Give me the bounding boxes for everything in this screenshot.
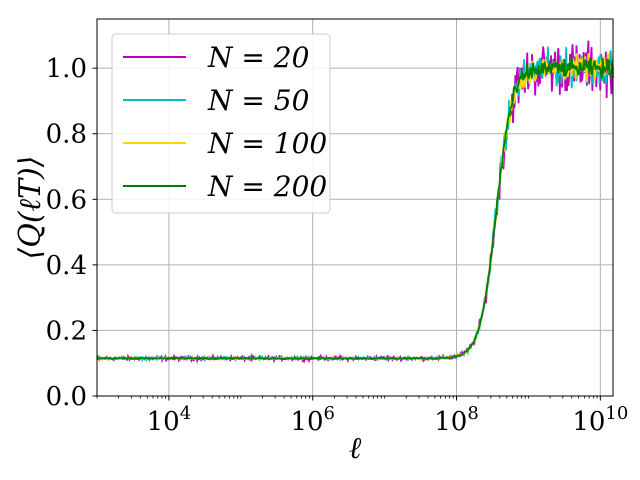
y-tick-label: 1.0 — [46, 54, 87, 84]
y-axis-label: ⟨Q(ℓT)⟩ — [13, 156, 48, 260]
ticks: 104 106 108 1010 0.0 0.2 0.4 0.6 0.8 1.0 — [46, 54, 629, 437]
x-tick-label: 106 — [290, 403, 335, 437]
x-tick-label: 104 — [147, 403, 192, 437]
x-tick-label: 1010 — [572, 403, 628, 437]
legend-label: N = 200 — [207, 170, 327, 203]
legend-box — [111, 33, 331, 214]
y-tick-label: 0.0 — [46, 382, 87, 412]
series-line — [96, 56, 614, 361]
x-tick-label: 108 — [434, 403, 479, 437]
legend: N = 20 N = 50 N = 100 N = 200 — [111, 33, 331, 214]
legend-label: N = 20 — [207, 41, 309, 74]
x-axis-label: ℓ — [349, 431, 362, 466]
legend-label: N = 50 — [207, 84, 309, 117]
legend-label: N = 100 — [207, 127, 327, 160]
y-tick-label: 0.6 — [46, 185, 87, 215]
y-tick-label: 0.4 — [46, 251, 87, 281]
plot-frame — [96, 18, 614, 397]
y-tick-label: 0.2 — [46, 316, 87, 346]
y-tick-label: 0.8 — [46, 120, 87, 150]
series-group — [96, 40, 614, 364]
